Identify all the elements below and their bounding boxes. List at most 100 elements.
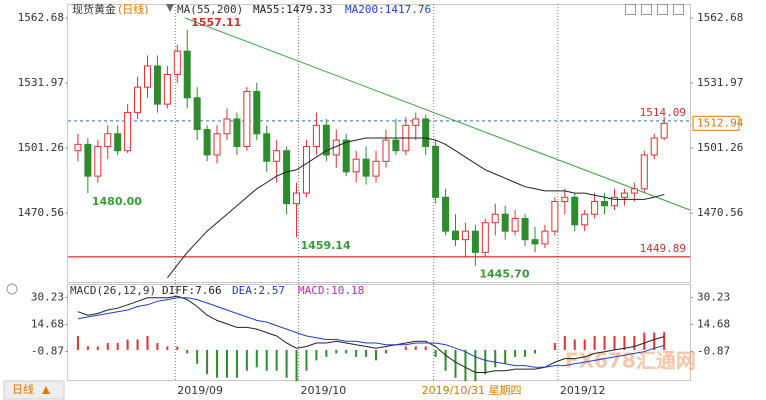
icon[interactable] [625, 4, 636, 15]
y-tick-label: 1531.97 [697, 76, 743, 89]
candle-body [630, 188, 638, 194]
candle-body [193, 97, 201, 131]
candle-body [203, 129, 211, 156]
y-tick-label: 1501.26 [18, 141, 64, 154]
icon[interactable] [657, 4, 668, 15]
dropdown-icon[interactable] [166, 4, 174, 12]
x-tick-label: 2019/10/31 星期四 [422, 384, 522, 397]
period-button[interactable] [3, 380, 65, 400]
indicator-label: MA(55,200) [177, 3, 243, 16]
candle-body [293, 192, 301, 205]
y-tick-label: 1501.26 [697, 141, 743, 154]
price-panel-frame [67, 4, 691, 283]
candle-body [213, 133, 221, 156]
candle-body [94, 145, 102, 177]
candle-body [610, 196, 618, 207]
candle-body [153, 65, 161, 105]
candle-body [461, 230, 469, 241]
y-tick-label: 30.23 [697, 290, 730, 303]
candle-body [124, 112, 132, 152]
y-tick-label: 1562.68 [697, 11, 743, 24]
reference-label: 1514.09 [640, 106, 686, 119]
y-tick-label: -0.87 [31, 344, 64, 357]
candle-body [243, 90, 251, 147]
candle-body [183, 50, 191, 99]
candle-body [223, 118, 231, 135]
candle-body [114, 133, 122, 152]
candle-body [372, 160, 380, 177]
candle-body [452, 230, 460, 241]
instrument: 现货黄金 [72, 2, 116, 16]
candle-body [511, 217, 519, 232]
price-annotation: 1480.00 [92, 195, 142, 208]
candle-body [501, 213, 509, 232]
legend-entry: DEA:2.57 [232, 284, 285, 297]
y-tick-label: -0.87 [697, 344, 730, 357]
candle-body [531, 239, 539, 245]
y-tick-label: 1470.56 [18, 206, 64, 219]
candle-body [273, 150, 281, 162]
period-button-label[interactable]: 日线 [12, 382, 34, 396]
candle-body [342, 139, 350, 173]
y-tick-label: 1470.56 [697, 206, 743, 219]
legend-entry: MA55:1479.33 [253, 3, 332, 16]
candle-body [412, 118, 420, 126]
candle-body [74, 143, 82, 152]
candle-body [551, 201, 559, 232]
candle-body [491, 213, 499, 224]
candle-body [422, 118, 430, 147]
candle-body [601, 201, 609, 207]
candle-body [322, 124, 330, 156]
ma200-label: MA200:1417.76 [345, 3, 431, 16]
candle-body [143, 65, 151, 88]
x-tick-label: 2019/10 [301, 384, 347, 397]
y-tick-label: 30.23 [31, 290, 64, 303]
candle-body [302, 145, 310, 194]
candle-body [283, 150, 291, 205]
candle-body [173, 50, 181, 75]
candle-body [521, 217, 529, 241]
legend-entry: MACD:10.18 [298, 284, 364, 297]
watermark: FX678汇通网 [565, 349, 696, 373]
settings-icon[interactable] [6, 283, 18, 295]
line-series [77, 295, 665, 373]
last-price-label: 1512.94 [697, 116, 744, 129]
legend-entry: DIFF:7.66 [162, 284, 222, 297]
candle-body [481, 222, 489, 253]
y-tick-label: 1531.97 [18, 76, 64, 89]
candle-body [352, 158, 360, 173]
y-tick-label: 1562.68 [18, 11, 64, 24]
window-icons [625, 4, 684, 15]
candle-body [392, 139, 400, 152]
candle-body [471, 230, 479, 253]
candle-body [591, 201, 599, 215]
period-label: (日线) [118, 2, 149, 16]
candle-body [541, 230, 549, 245]
price-annotation: 1557.11 [191, 16, 241, 29]
candle-body [163, 73, 171, 105]
candle-body [84, 143, 92, 177]
period-arrow[interactable] [42, 386, 50, 394]
candle-body [561, 196, 569, 203]
candle-body [432, 145, 440, 198]
candle-body [312, 124, 320, 147]
price-annotation: 1459.14 [301, 239, 351, 252]
candle-body [104, 133, 112, 147]
line-series [167, 137, 665, 279]
y-tick-label: 14.68 [697, 317, 730, 330]
candle-body [650, 137, 658, 156]
line-series [77, 297, 665, 368]
icon[interactable] [673, 4, 684, 15]
candle-body [233, 118, 241, 147]
candle-body [660, 122, 668, 139]
x-tick-label: 2019/09 [177, 384, 223, 397]
icon[interactable] [641, 4, 652, 15]
candle-body [442, 196, 450, 232]
last-price-box [692, 115, 740, 131]
macd-panel-frame [67, 284, 691, 381]
candle-body [620, 192, 628, 198]
candle-body [571, 196, 579, 226]
candle-body [581, 213, 589, 226]
macd-title: MACD(26,12,9) [70, 284, 156, 297]
